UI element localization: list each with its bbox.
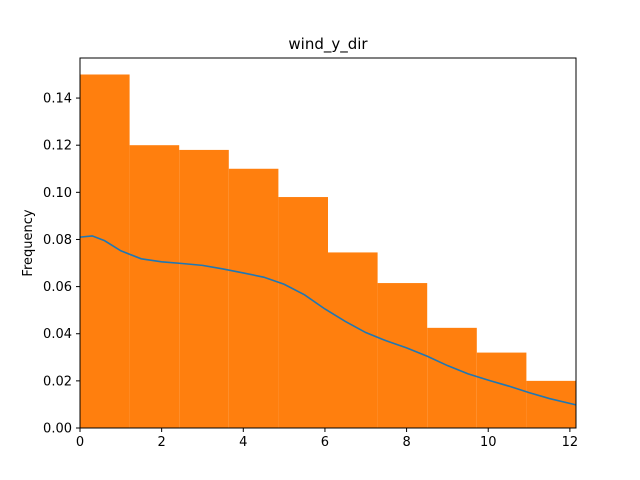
histogram-bar — [179, 149, 229, 428]
x-tick-label: 4 — [239, 435, 247, 450]
histogram-bar — [427, 327, 477, 428]
histogram-bars — [80, 74, 576, 428]
histogram-bar — [228, 168, 279, 428]
x-tick-label: 2 — [158, 435, 166, 450]
y-tick-label: 0.12 — [43, 139, 72, 154]
y-tick-label: 0.10 — [43, 186, 72, 201]
x-tick-label: 8 — [402, 435, 410, 450]
histogram-bar — [476, 352, 527, 428]
x-tick-label: 6 — [321, 435, 329, 450]
x-tick-label: 12 — [562, 435, 579, 450]
y-tick-label: 0.08 — [43, 233, 72, 248]
x-tick-label: 0 — [76, 435, 84, 450]
y-tick-label: 0.00 — [43, 422, 72, 437]
x-axis: 0 2 4 6 8 10 12 — [76, 428, 578, 450]
histogram-bar — [129, 145, 180, 428]
y-axis-label: Frequency — [21, 209, 36, 276]
histogram-bar — [526, 380, 576, 428]
histogram-bar — [377, 283, 428, 428]
histogram-bar — [328, 252, 378, 428]
y-axis: 0.00 0.02 0.04 0.06 0.08 0.10 0.12 0.14 — [43, 92, 80, 437]
y-tick-label: 0.04 — [43, 327, 72, 342]
y-tick-label: 0.06 — [43, 280, 72, 295]
y-tick-label: 0.14 — [43, 92, 72, 107]
plot-frame — [79, 57, 577, 429]
y-tick-label: 0.02 — [43, 374, 72, 389]
histogram-bar — [278, 197, 328, 428]
kde-line — [79, 235, 577, 406]
x-tick-label: 10 — [480, 435, 497, 450]
chart-title: wind_y_dir — [288, 35, 368, 54]
